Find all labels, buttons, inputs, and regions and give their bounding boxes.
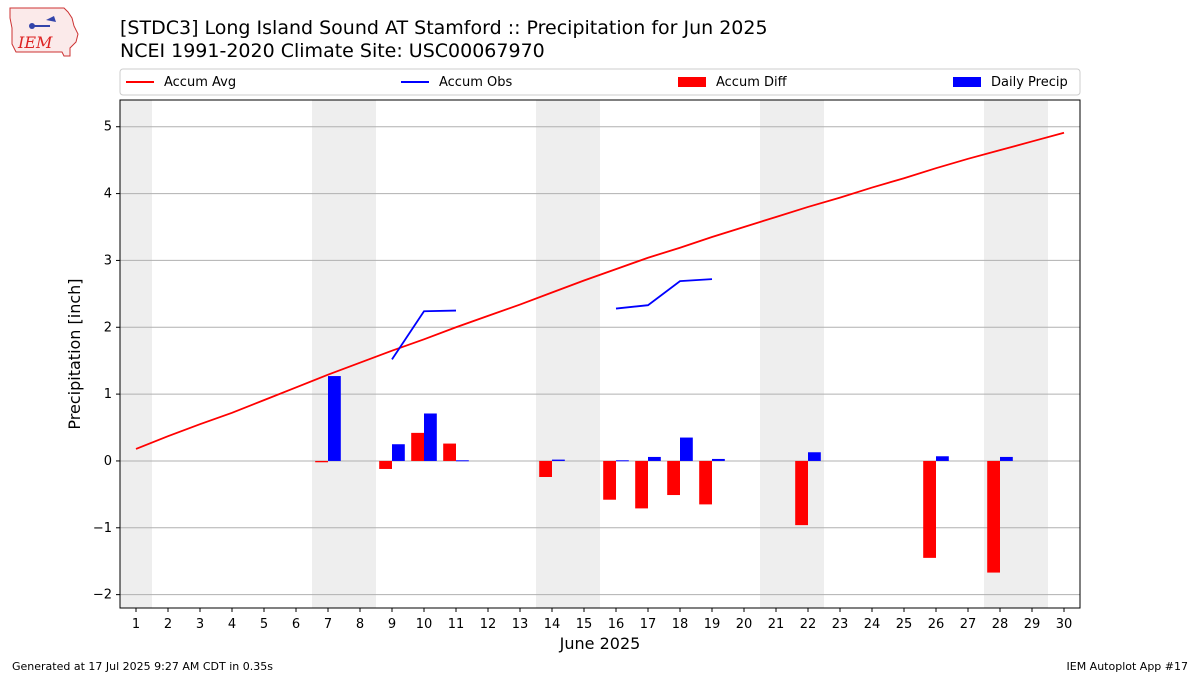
x-tick-label: 11	[448, 617, 465, 632]
daily-precip-bar	[392, 444, 405, 461]
x-tick-label: 16	[608, 617, 625, 632]
iem-logo-graphic: IEM	[9, 7, 79, 57]
x-tick-label: 2	[164, 617, 172, 632]
x-tick-label: 28	[992, 617, 1009, 632]
y-tick-label: 5	[104, 120, 112, 135]
y-tick-label: 2	[104, 320, 112, 335]
accum-diff-bar	[795, 460, 808, 526]
daily-precip-bar	[936, 456, 949, 461]
accum-diff-bar	[411, 432, 424, 461]
accum-diff-bar	[667, 460, 680, 496]
weekend-shade	[536, 100, 600, 608]
accum-diff-bar	[603, 460, 616, 500]
x-tick-label: 22	[800, 617, 817, 632]
x-tick-label: 1	[132, 617, 140, 632]
y-tick-label: −2	[93, 588, 112, 603]
y-tick-label: 4	[104, 187, 112, 202]
weekend-shade	[760, 100, 824, 608]
x-tick-label: 29	[1024, 617, 1041, 632]
plot-frame	[119, 99, 1081, 609]
app-credit: IEM Autoplot App #17	[1066, 660, 1189, 673]
x-tick-label: 26	[928, 617, 945, 632]
daily-precip-bar	[1000, 456, 1013, 461]
legend-swatch	[953, 77, 981, 87]
legend-swatch	[678, 77, 706, 87]
daily-precip-bar	[424, 413, 437, 461]
x-tick-label: 25	[896, 617, 913, 632]
legend-label: Daily Precip	[991, 75, 1068, 90]
x-tick-label: 20	[736, 617, 753, 632]
chart-title-line2: NCEI 1991-2020 Climate Site: USC00067970	[120, 40, 545, 62]
daily-precip-bar	[616, 460, 629, 462]
iem-logo: IEM	[6, 4, 84, 64]
y-tick-label: −1	[93, 521, 112, 536]
legend-label: Accum Avg	[164, 75, 236, 90]
x-tick-label: 8	[356, 617, 364, 632]
accum-obs-line	[391, 309, 457, 360]
x-tick-label: 5	[260, 617, 268, 632]
daily-precip-bar	[712, 458, 725, 461]
legend-box	[119, 68, 1081, 96]
accum-avg-line	[135, 131, 1065, 450]
accum-diff-bar	[539, 460, 552, 477]
weekend-shade	[312, 100, 376, 608]
x-tick-label: 12	[480, 617, 497, 632]
x-tick-label: 9	[388, 617, 396, 632]
daily-precip-bar	[552, 459, 565, 461]
x-tick-label: 27	[960, 617, 977, 632]
generated-timestamp: Generated at 17 Jul 2025 9:27 AM CDT in …	[12, 660, 273, 673]
x-tick-label: 14	[544, 617, 561, 632]
x-tick-label: 21	[768, 617, 785, 632]
y-axis-label: Precipitation [inch]	[65, 278, 84, 429]
accum-diff-bar	[923, 460, 936, 558]
daily-precip-bar	[456, 460, 469, 462]
x-tick-label: 23	[832, 617, 849, 632]
logo-text: IEM	[17, 33, 53, 52]
chart-title-line1: [STDC3] Long Island Sound AT Stamford ::…	[120, 17, 768, 39]
weekend-shade	[120, 100, 152, 608]
y-tick-label: 3	[104, 253, 112, 268]
daily-precip-bar	[680, 437, 693, 461]
accum-diff-bar	[987, 460, 1000, 573]
y-tick-label: 0	[104, 454, 112, 469]
x-tick-label: 19	[704, 617, 721, 632]
x-tick-label: 4	[228, 617, 236, 632]
accum-diff-bar	[635, 460, 648, 509]
legend-label: Accum Diff	[716, 75, 788, 90]
y-tick-label: 1	[104, 387, 112, 402]
accum-obs-line	[615, 278, 713, 310]
x-tick-label: 7	[324, 617, 332, 632]
accum-diff-bar	[315, 460, 328, 463]
x-tick-label: 24	[864, 617, 881, 632]
accum-diff-bar	[443, 443, 456, 461]
accum-diff-bar	[699, 460, 712, 505]
daily-precip-bar	[808, 452, 821, 461]
x-tick-label: 17	[640, 617, 657, 632]
daily-precip-bar	[648, 456, 661, 461]
x-axis-label: June 2025	[559, 634, 641, 653]
x-tick-label: 13	[512, 617, 529, 632]
x-tick-label: 10	[416, 617, 433, 632]
x-tick-label: 18	[672, 617, 689, 632]
x-tick-label: 6	[292, 617, 300, 632]
x-tick-label: 15	[576, 617, 593, 632]
accum-diff-bar	[379, 460, 392, 469]
x-tick-label: 3	[196, 617, 204, 632]
daily-precip-bar	[328, 376, 341, 461]
x-tick-label: 30	[1056, 617, 1073, 632]
legend-label: Accum Obs	[439, 75, 512, 90]
